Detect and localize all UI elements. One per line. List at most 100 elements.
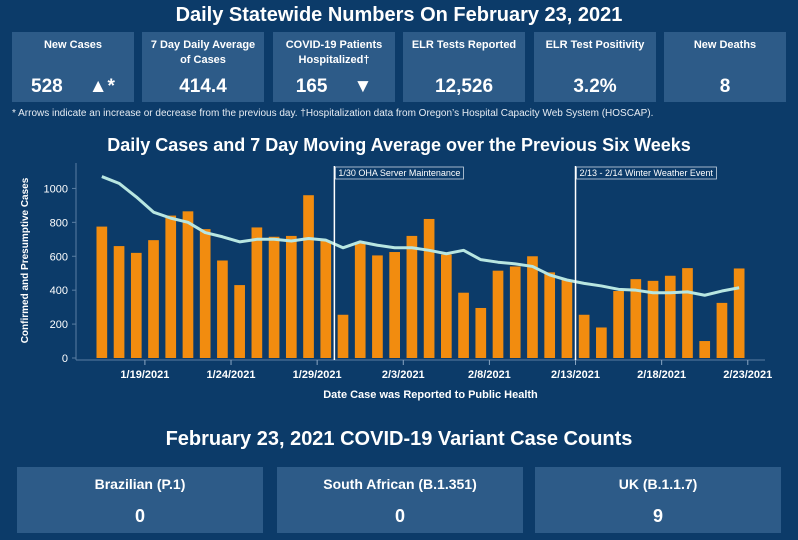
kpi-card: ELR Tests Reported 12,526	[403, 32, 525, 102]
kpi-label: COVID-19 Patients Hospitalized†	[285, 39, 383, 66]
bar	[613, 291, 624, 358]
bar	[354, 242, 366, 358]
bar	[113, 246, 125, 358]
bar	[320, 241, 332, 358]
kpi-row: 8	[664, 76, 786, 98]
bar	[234, 285, 245, 358]
bar	[509, 266, 521, 358]
bar	[303, 195, 314, 358]
bar	[458, 292, 469, 358]
kpi-label: ELR Tests Reported	[411, 39, 517, 51]
bar	[372, 255, 383, 358]
variant-card: UK (B.1.1.7) 9	[535, 467, 781, 533]
x-tick-label: 2/8/2021	[468, 369, 511, 381]
bar	[647, 280, 659, 358]
chart-title: Daily Cases and 7 Day Moving Average ove…	[107, 135, 691, 155]
variant-value: 0	[134, 506, 145, 526]
bar	[268, 236, 280, 358]
x-tick-label: 2/3/2021	[382, 369, 425, 381]
variant-card: Brazilian (P.1) 0	[17, 467, 263, 533]
variant-label: South African (B.1.351)	[323, 476, 477, 492]
kpi-value: 3.2%	[573, 76, 617, 97]
kpi-value: 12,526	[434, 76, 494, 97]
x-tick-label: 1/24/2021	[207, 369, 256, 381]
bar	[440, 254, 452, 358]
annotation-label: 1/30 OHA Server Maintenance	[338, 168, 460, 178]
bar	[664, 275, 676, 358]
chart: 0 200 400 600 800 1000 1/19/2021 1/24/2021 1/29/…	[20, 163, 772, 401]
y-tick-label: 200	[50, 319, 68, 331]
bar	[199, 229, 211, 358]
variant-value: 0	[394, 506, 405, 526]
bar	[406, 235, 418, 358]
y-tick-label: 1000	[44, 183, 68, 195]
moving-average-line	[101, 175, 740, 297]
bar	[389, 252, 401, 358]
kpi-indicator: ▼	[353, 76, 373, 97]
bar	[699, 341, 711, 358]
annotation-box	[334, 166, 464, 180]
y-tick-label: 0	[62, 353, 68, 365]
kpi-row: 165 ▼	[273, 76, 395, 98]
kpi-value: 414.4	[179, 76, 227, 97]
kpi-row: 3.2%	[534, 76, 656, 98]
bar	[733, 268, 745, 358]
kpi-label: 7 Day Daily Average of Cases	[150, 39, 256, 66]
kpi-value: 528	[31, 76, 63, 97]
bar	[596, 327, 607, 358]
kpi-card: New Cases 528 ▲*	[12, 32, 134, 102]
x-tick-label: 2/23/2021	[723, 369, 772, 381]
bar	[492, 270, 504, 358]
bar	[716, 302, 728, 358]
x-tick-label: 2/18/2021	[637, 369, 686, 381]
bar	[630, 279, 642, 358]
kpi-card: COVID-19 Patients Hospitalized† 165 ▼	[273, 32, 395, 102]
bar	[337, 314, 349, 358]
bar	[165, 215, 177, 358]
bar	[96, 226, 108, 358]
y-tick-label: 400	[50, 285, 68, 297]
bar	[182, 211, 194, 358]
y-tick-label: 800	[50, 217, 68, 229]
bar	[251, 227, 263, 358]
kpi-row: 528 ▲*	[12, 76, 134, 98]
kpi-card: ELR Test Positivity 3.2%	[534, 32, 656, 102]
kpi-label: New Cases	[43, 39, 103, 51]
bar	[544, 272, 556, 358]
variant-title: February 23, 2021 COVID-19 Variant Case …	[165, 428, 633, 450]
bar	[130, 252, 142, 358]
variant-label: UK (B.1.1.7)	[618, 476, 698, 492]
bar	[527, 256, 538, 358]
bar	[578, 314, 590, 358]
kpi-row: 12,526	[403, 76, 525, 98]
bar	[285, 235, 297, 358]
annotation-label: 2/13 - 2/14 Winter Weather Event	[580, 168, 714, 178]
bar	[423, 218, 435, 358]
bar	[217, 260, 228, 358]
kpi-value: 165	[295, 76, 328, 97]
kpi-card: 7 Day Daily Average of Cases 414.4	[142, 32, 264, 102]
kpi-card: New Deaths 8	[664, 32, 786, 102]
y-tick-label: 600	[50, 251, 68, 263]
variant-label: Brazilian (P.1)	[94, 476, 186, 492]
x-tick-label: 2/13/2021	[551, 369, 600, 381]
page-title: Daily Statewide Numbers On February 23, …	[175, 4, 623, 26]
kpi-label: ELR Test Positivity	[545, 39, 645, 51]
kpi-label: New Deaths	[693, 39, 757, 51]
annotation-box	[576, 166, 717, 180]
variant-card: South African (B.1.351) 0	[277, 467, 523, 533]
bar	[148, 240, 159, 358]
y-axis-label: Confirmed and Presumptive Cases	[20, 177, 31, 343]
kpi-indicator: ▲*	[88, 76, 115, 97]
variant-value: 9	[652, 506, 663, 526]
bar	[561, 280, 573, 358]
x-axis-label: Date Case was Reported to Public Health	[323, 389, 538, 401]
bar	[475, 307, 487, 358]
x-tick-label: 1/29/2021	[293, 369, 342, 381]
kpi-value: 8	[719, 76, 731, 97]
x-tick-label: 1/19/2021	[120, 369, 169, 381]
bar	[682, 268, 693, 358]
footnote: * Arrows indicate an increase or decreas…	[12, 108, 654, 119]
kpi-row: 414.4	[142, 76, 264, 98]
